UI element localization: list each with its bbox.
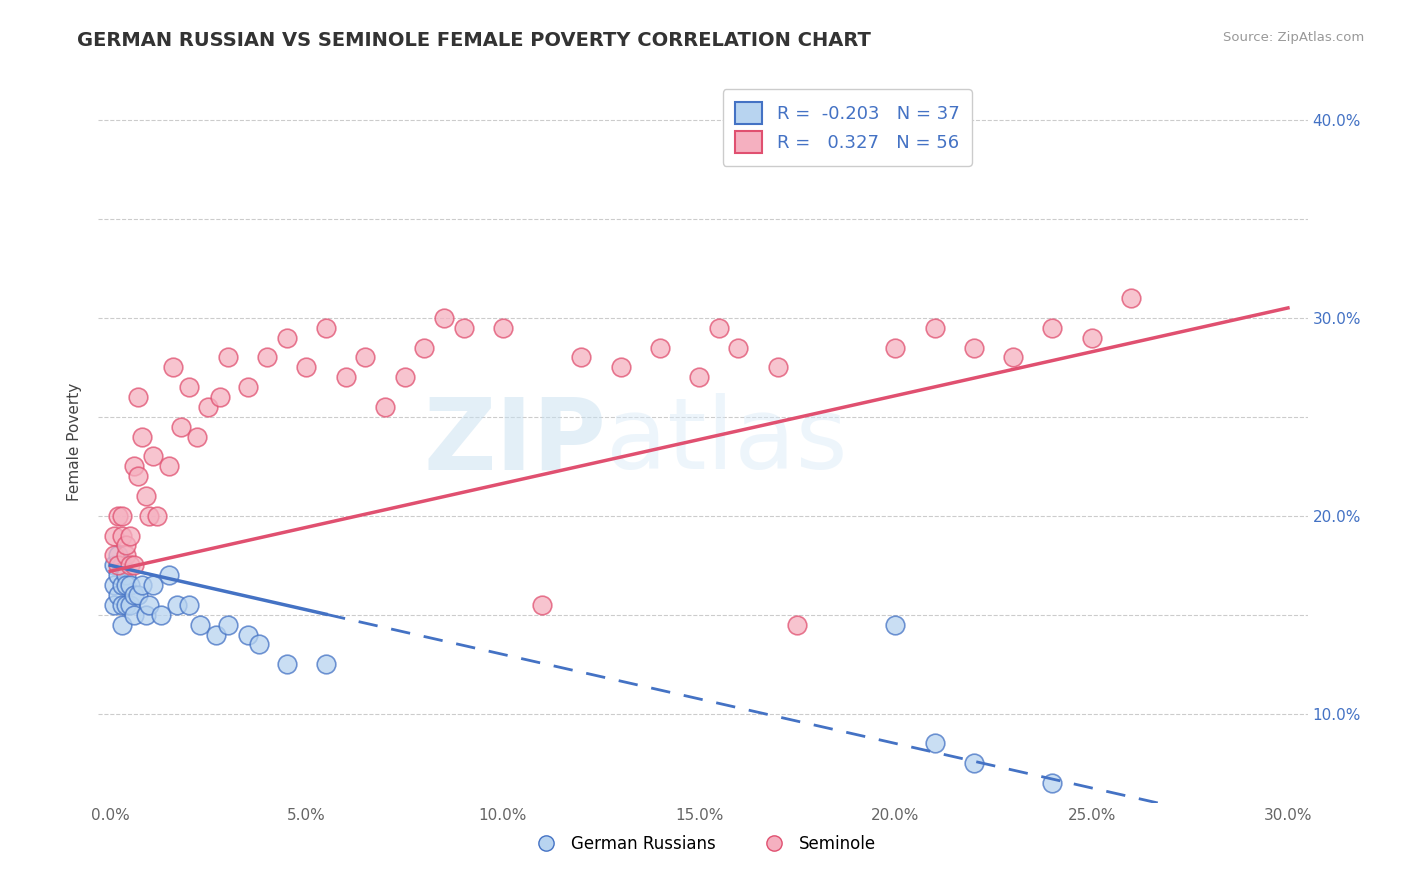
Point bbox=[394, 370, 416, 384]
Point bbox=[295, 360, 318, 375]
Point bbox=[131, 429, 153, 443]
Point bbox=[115, 598, 138, 612]
Point bbox=[107, 549, 129, 563]
Point bbox=[115, 568, 138, 582]
Legend: German Russians, Seminole: German Russians, Seminole bbox=[523, 828, 883, 860]
Point bbox=[107, 508, 129, 523]
Point bbox=[135, 489, 157, 503]
Point bbox=[786, 617, 808, 632]
Point bbox=[276, 657, 298, 672]
Point bbox=[1002, 351, 1025, 365]
Point bbox=[1080, 330, 1102, 344]
Point bbox=[127, 390, 149, 404]
Point bbox=[115, 539, 138, 553]
Point bbox=[122, 607, 145, 622]
Point bbox=[107, 558, 129, 573]
Point bbox=[197, 400, 219, 414]
Point bbox=[157, 568, 180, 582]
Point bbox=[707, 320, 730, 334]
Point bbox=[727, 341, 749, 355]
Point bbox=[236, 627, 259, 641]
Point bbox=[688, 370, 710, 384]
Point bbox=[236, 380, 259, 394]
Point bbox=[111, 598, 134, 612]
Point bbox=[118, 598, 141, 612]
Text: Source: ZipAtlas.com: Source: ZipAtlas.com bbox=[1223, 31, 1364, 45]
Point bbox=[107, 588, 129, 602]
Point bbox=[103, 558, 125, 573]
Point bbox=[131, 578, 153, 592]
Point bbox=[103, 578, 125, 592]
Point bbox=[118, 578, 141, 592]
Point bbox=[276, 330, 298, 344]
Point bbox=[315, 320, 337, 334]
Point bbox=[150, 607, 173, 622]
Point bbox=[315, 657, 337, 672]
Point bbox=[115, 549, 138, 563]
Point bbox=[609, 360, 631, 375]
Point bbox=[177, 380, 200, 394]
Point bbox=[453, 320, 475, 334]
Point bbox=[963, 756, 986, 771]
Text: GERMAN RUSSIAN VS SEMINOLE FEMALE POVERTY CORRELATION CHART: GERMAN RUSSIAN VS SEMINOLE FEMALE POVERT… bbox=[77, 31, 872, 50]
Point bbox=[111, 578, 134, 592]
Point bbox=[118, 528, 141, 542]
Point bbox=[122, 459, 145, 474]
Point bbox=[170, 419, 193, 434]
Point bbox=[138, 508, 160, 523]
Point bbox=[1042, 776, 1064, 790]
Point bbox=[142, 450, 165, 464]
Point bbox=[111, 558, 134, 573]
Point bbox=[433, 310, 456, 325]
Point bbox=[127, 588, 149, 602]
Point bbox=[569, 351, 592, 365]
Point bbox=[963, 341, 986, 355]
Point bbox=[374, 400, 396, 414]
Point bbox=[177, 598, 200, 612]
Point bbox=[127, 469, 149, 483]
Point bbox=[186, 429, 208, 443]
Point bbox=[111, 617, 134, 632]
Point bbox=[531, 598, 554, 612]
Point bbox=[354, 351, 377, 365]
Point bbox=[103, 598, 125, 612]
Point bbox=[884, 617, 907, 632]
Point bbox=[247, 637, 270, 651]
Point bbox=[142, 578, 165, 592]
Point bbox=[107, 568, 129, 582]
Point bbox=[335, 370, 357, 384]
Point bbox=[256, 351, 278, 365]
Y-axis label: Female Poverty: Female Poverty bbox=[67, 383, 83, 500]
Point bbox=[205, 627, 228, 641]
Point bbox=[135, 607, 157, 622]
Point bbox=[217, 351, 239, 365]
Text: atlas: atlas bbox=[606, 393, 848, 490]
Point bbox=[146, 508, 169, 523]
Point bbox=[115, 578, 138, 592]
Point bbox=[766, 360, 789, 375]
Point bbox=[103, 528, 125, 542]
Point bbox=[413, 341, 436, 355]
Point bbox=[111, 528, 134, 542]
Point bbox=[111, 508, 134, 523]
Text: ZIP: ZIP bbox=[423, 393, 606, 490]
Point bbox=[118, 558, 141, 573]
Point bbox=[138, 598, 160, 612]
Point bbox=[122, 588, 145, 602]
Point bbox=[492, 320, 515, 334]
Point bbox=[162, 360, 184, 375]
Point bbox=[209, 390, 232, 404]
Point bbox=[217, 617, 239, 632]
Point bbox=[103, 549, 125, 563]
Point bbox=[122, 558, 145, 573]
Point bbox=[924, 736, 946, 750]
Point bbox=[1119, 291, 1142, 305]
Point bbox=[924, 320, 946, 334]
Point bbox=[1042, 320, 1064, 334]
Point bbox=[166, 598, 188, 612]
Point bbox=[157, 459, 180, 474]
Point bbox=[648, 341, 671, 355]
Point bbox=[884, 341, 907, 355]
Point bbox=[190, 617, 212, 632]
